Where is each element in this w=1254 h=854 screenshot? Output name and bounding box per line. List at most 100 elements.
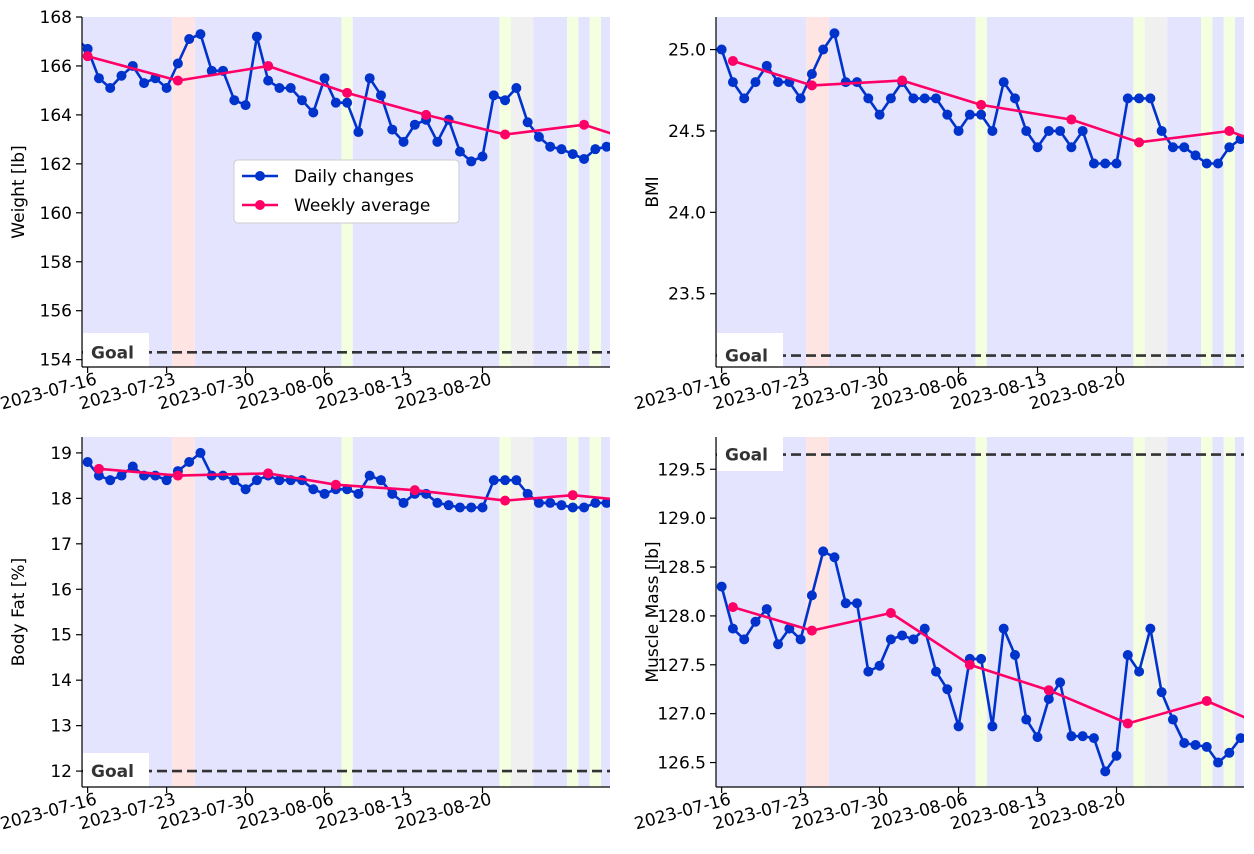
daily-point [1145, 93, 1156, 104]
daily-point [364, 73, 375, 84]
y-tick-label: 154 [40, 351, 72, 371]
daily-point [500, 475, 511, 486]
daily-point [897, 630, 908, 641]
daily-point [784, 623, 795, 634]
daily-point [806, 68, 817, 79]
daily-point [251, 475, 262, 486]
daily-point [409, 119, 420, 130]
weekly-point [342, 87, 353, 98]
daily-point [511, 82, 522, 93]
band-1 [806, 17, 829, 367]
daily-point [874, 660, 885, 671]
daily-point [240, 100, 251, 111]
y-tick-label: 129.0 [657, 509, 706, 529]
daily-point [432, 136, 443, 147]
daily-point [398, 136, 409, 147]
weekly-point [806, 625, 817, 636]
y-tick-label: 15 [50, 626, 72, 646]
daily-point [795, 634, 806, 645]
daily-point [342, 97, 353, 108]
daily-point [998, 77, 1009, 88]
chart-panel-2: Goal23.524.024.525.02023-07-162023-07-23… [632, 17, 1244, 414]
daily-point [919, 93, 930, 104]
daily-point [195, 447, 206, 458]
daily-point [432, 497, 443, 508]
weekly-point [421, 109, 432, 120]
daily-point [1235, 733, 1244, 744]
weekly-point [976, 99, 987, 110]
weekly-point [885, 607, 896, 618]
daily-point [1021, 125, 1032, 136]
band-8 [567, 437, 579, 787]
band-2 [194, 437, 342, 787]
chart-panel-4: Goal126.5127.0127.5128.0128.5129.0129.52… [632, 437, 1244, 834]
daily-point [82, 43, 93, 54]
weekly-point [409, 485, 420, 496]
legend-weekly-marker [255, 200, 265, 210]
weekly-point [624, 134, 634, 144]
daily-point [1224, 747, 1235, 758]
series-group [82, 447, 610, 513]
weekly-line [98, 467, 610, 502]
band-8 [1201, 437, 1213, 787]
daily-point [773, 77, 784, 88]
daily-point [511, 475, 522, 486]
weekly-point [567, 490, 578, 501]
weekly-point [263, 60, 274, 71]
weekly-point [1122, 718, 1133, 729]
daily-point [964, 109, 975, 120]
daily-point [353, 127, 364, 138]
daily-point [1179, 142, 1190, 153]
y-tick-label: 126.5 [657, 754, 706, 774]
band-5 [1133, 437, 1145, 787]
daily-point [477, 502, 488, 513]
chart-panel-3: Goal12131415161718192023-07-162023-07-23… [0, 437, 610, 834]
daily-point [454, 146, 465, 157]
y-tick-label: 158 [40, 253, 72, 273]
daily-point [590, 144, 601, 155]
weekly-point [1201, 695, 1212, 706]
weekly-point [82, 51, 93, 62]
daily-point [1111, 158, 1122, 169]
daily-point [1156, 687, 1167, 698]
daily-point [1167, 714, 1178, 725]
background-bands [716, 17, 1244, 367]
band-9 [1212, 17, 1224, 367]
band-7 [1167, 437, 1202, 787]
daily-point [1122, 93, 1133, 104]
goal-label: Goal [725, 347, 768, 367]
daily-point [93, 73, 104, 84]
daily-point [908, 634, 919, 645]
band-1 [806, 437, 829, 787]
band-7 [533, 437, 568, 787]
daily-point [829, 552, 840, 563]
daily-point [931, 93, 941, 104]
band-10 [589, 17, 601, 367]
band-8 [1201, 17, 1213, 367]
daily-point [773, 639, 784, 650]
daily-point [1122, 650, 1133, 661]
y-tick-label: 127.0 [657, 705, 706, 725]
goal-label: Goal [91, 762, 134, 782]
daily-point [885, 634, 896, 645]
y-tick-label: 128.0 [657, 607, 706, 627]
daily-point [840, 598, 851, 609]
daily-point [852, 598, 863, 609]
y-tick-label: 156 [40, 302, 72, 322]
daily-point [353, 488, 364, 499]
daily-point [1066, 142, 1077, 153]
daily-point [1009, 93, 1020, 104]
daily-point [522, 488, 533, 499]
weekly-point [727, 55, 738, 66]
daily-point [71, 34, 81, 44]
weekly-point [897, 75, 908, 86]
daily-point [601, 497, 610, 508]
daily-point [387, 488, 398, 499]
y-tick-label: 24.0 [668, 203, 706, 223]
daily-point [829, 28, 840, 39]
series-group [716, 28, 1244, 169]
daily-point [1055, 125, 1066, 136]
daily-point [727, 623, 738, 634]
band-1 [172, 17, 195, 367]
daily-point [195, 29, 206, 40]
